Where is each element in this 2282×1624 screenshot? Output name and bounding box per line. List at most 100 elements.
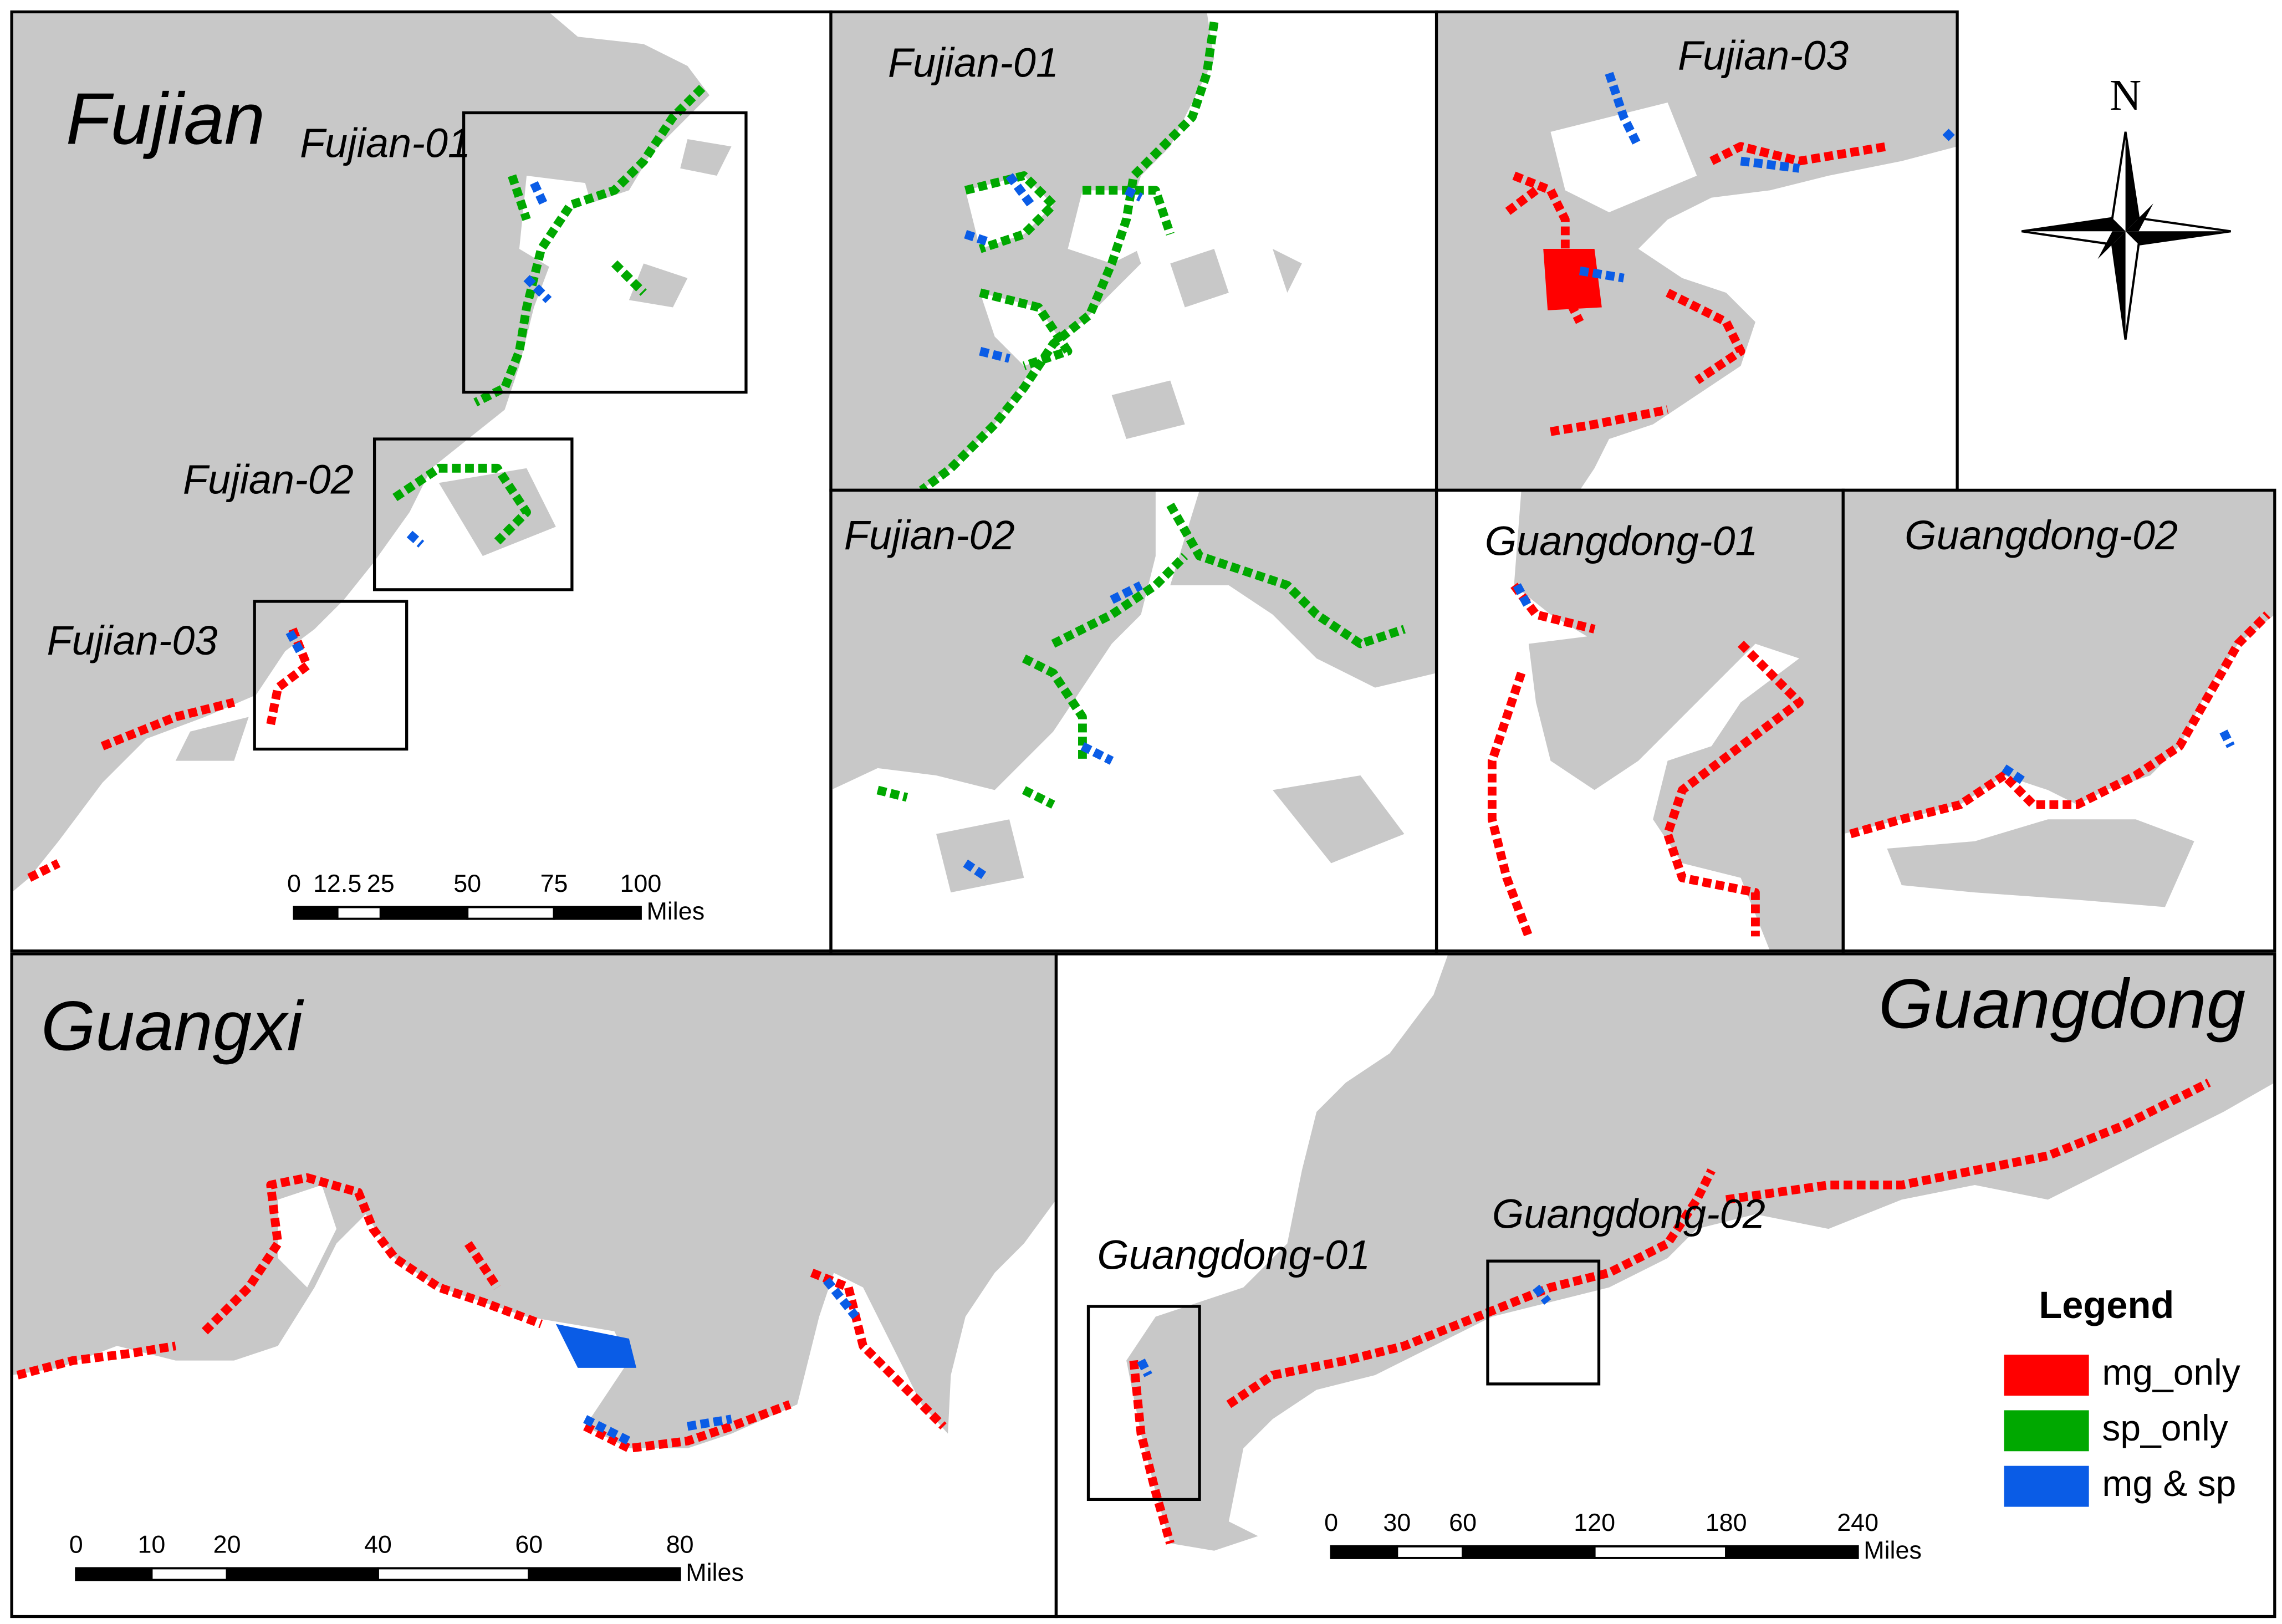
- land: [438, 468, 556, 556]
- scale-label: 60: [1449, 1508, 1477, 1536]
- land: [1843, 490, 2275, 834]
- inset-box: [462, 111, 748, 394]
- inset-label: Fujian-01: [300, 120, 471, 166]
- land: [831, 12, 1214, 491]
- north-arrow-part: [2112, 231, 2126, 340]
- habitat-patch: [508, 174, 531, 221]
- land: [936, 819, 1024, 893]
- habitat-patch: [1005, 173, 1035, 208]
- land: [1273, 248, 1302, 293]
- scale-segment: [466, 906, 555, 920]
- habitat-patch: [1579, 266, 1625, 283]
- habitat-patch: [1532, 1284, 1551, 1305]
- habitat-patch: [1605, 72, 1642, 149]
- land: [1111, 380, 1185, 440]
- map-panel: [1487, 490, 1844, 951]
- scale-segment: [1396, 1545, 1464, 1559]
- scale-segment: [150, 1567, 228, 1581]
- habitat-patch: [1129, 1360, 1175, 1545]
- land: [831, 490, 1156, 790]
- habitat-patch: [918, 21, 1219, 491]
- scale-label: 120: [1574, 1508, 1615, 1536]
- legend-label: sp_only: [2102, 1407, 2228, 1448]
- north-arrow-part: [2021, 218, 2126, 232]
- habitat-patch: [523, 275, 552, 303]
- habitat-patch: [687, 1414, 732, 1431]
- scale-segment: [376, 1567, 530, 1581]
- habitat-patch: [1487, 671, 1533, 938]
- scale-label: 75: [540, 869, 568, 897]
- scale-unit: Miles: [1864, 1536, 1922, 1564]
- scale-segment: [1462, 1545, 1596, 1559]
- legend-title: Legend: [2039, 1284, 2174, 1326]
- habitat-patch: [406, 530, 425, 548]
- habitat-patch: [2219, 729, 2235, 748]
- habitat-patch: [530, 181, 548, 207]
- scale-segment: [1725, 1545, 1859, 1559]
- habitat-patch: [1550, 405, 1669, 436]
- inset-label: Guangdong-01: [1097, 1232, 1370, 1278]
- legend-swatch: [2004, 1465, 2089, 1507]
- sea: [965, 175, 1054, 249]
- habitat-patch: [1137, 1359, 1152, 1377]
- scale-label: 10: [137, 1530, 165, 1559]
- scale-label: 80: [666, 1530, 694, 1559]
- scale-label: 100: [620, 869, 661, 897]
- habitat-patch: [1663, 640, 1804, 937]
- scale-label: 30: [1383, 1508, 1411, 1536]
- land: [1126, 953, 2275, 1551]
- habitat-patch: [1022, 654, 1087, 761]
- habitat-patch: [963, 859, 990, 882]
- map-panel: [1843, 490, 2275, 907]
- scale-label: 60: [515, 1530, 543, 1559]
- scale-segment: [528, 1567, 681, 1581]
- habitat-patch: [1080, 742, 1114, 765]
- sea: [1550, 103, 1697, 212]
- habitat-patch: [1124, 186, 1143, 202]
- scale-label: 20: [213, 1530, 241, 1559]
- panel-title: Fujian-02: [844, 512, 1015, 558]
- land: [1170, 248, 1229, 308]
- habitat-patch: [392, 463, 531, 545]
- habitat-patch: [2002, 764, 2029, 787]
- habitat-patch: [1022, 786, 1055, 809]
- map-panel: [1126, 953, 2275, 1551]
- habitat-patch: [1512, 171, 1584, 324]
- scale-segment: [1330, 1545, 1398, 1559]
- scale-label: 25: [367, 869, 395, 897]
- north-label: N: [2110, 71, 2141, 120]
- inset-box: [253, 600, 409, 751]
- inset-label: Guangdong-02: [1492, 1191, 1765, 1237]
- land: [629, 263, 688, 308]
- map-panel: [12, 12, 732, 893]
- land: [680, 139, 732, 176]
- inset-box: [372, 437, 574, 591]
- scale-segment: [553, 906, 642, 920]
- scale-label: 0: [1324, 1508, 1338, 1536]
- north-arrow-part: [2125, 231, 2231, 245]
- habitat-patch: [1543, 248, 1602, 310]
- panel-title: Fujian-01: [888, 40, 1059, 86]
- habitat-patch: [555, 1324, 637, 1368]
- habitat-patch: [100, 698, 236, 750]
- habitat-patch: [964, 171, 1058, 253]
- legend-label: mg_only: [2102, 1351, 2240, 1392]
- scale-label: 0: [287, 869, 301, 897]
- sea: [980, 293, 1068, 366]
- habitat-patch: [583, 1400, 792, 1453]
- land: [12, 953, 1056, 1449]
- habitat-patch: [201, 1173, 543, 1335]
- habitat-patch: [964, 230, 989, 246]
- habitat-patch: [876, 785, 908, 802]
- north-arrow-part: [2125, 131, 2139, 232]
- scale-unit: Miles: [686, 1558, 744, 1586]
- panel-title: Guangxi: [41, 986, 304, 1065]
- inset-label: Fujian-03: [47, 617, 217, 663]
- habitat-patch: [1110, 581, 1143, 604]
- habitat-patch: [979, 347, 1010, 363]
- map-panel: [831, 490, 1437, 893]
- scale-label: 180: [1706, 1508, 1747, 1536]
- inset-box: [1486, 1259, 1601, 1386]
- habitat-patch: [1513, 583, 1533, 610]
